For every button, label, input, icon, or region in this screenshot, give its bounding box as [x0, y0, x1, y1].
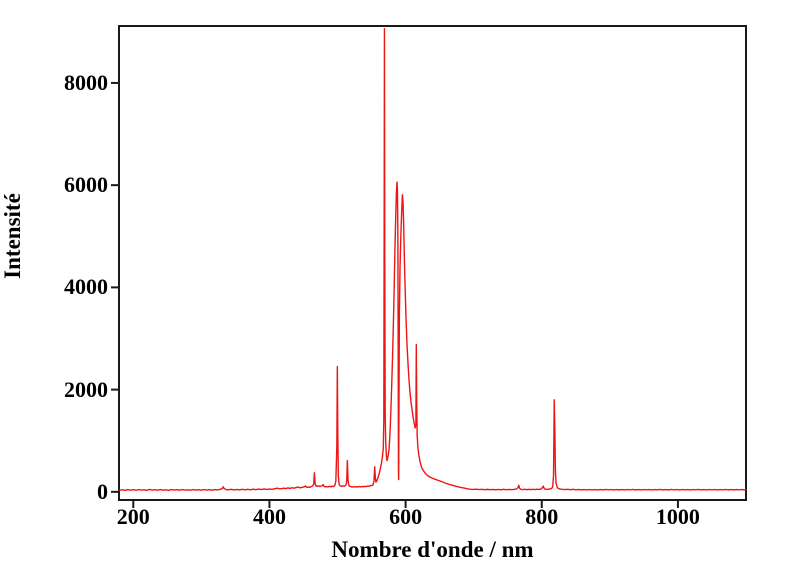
plot-frame [118, 25, 747, 501]
x-tick-label: 600 [389, 504, 423, 529]
y-tick-label: 8000 [64, 69, 108, 95]
x-tick-label: 1000 [655, 504, 700, 529]
x-tick-label: 400 [252, 504, 286, 529]
y-tick-label: 6000 [64, 172, 108, 198]
spectrum-line [118, 28, 747, 491]
y-tick-label: 2000 [64, 376, 108, 402]
y-tick-label: 4000 [64, 274, 108, 300]
x-axis-title: Nombre d'onde / nm [331, 537, 534, 562]
y-axis-title: Intensité [0, 193, 25, 279]
y-tick-label: 0 [97, 478, 108, 504]
axis-ticks [111, 81, 679, 508]
x-tick-label: 800 [525, 504, 559, 529]
x-tick-label: 200 [116, 504, 150, 529]
